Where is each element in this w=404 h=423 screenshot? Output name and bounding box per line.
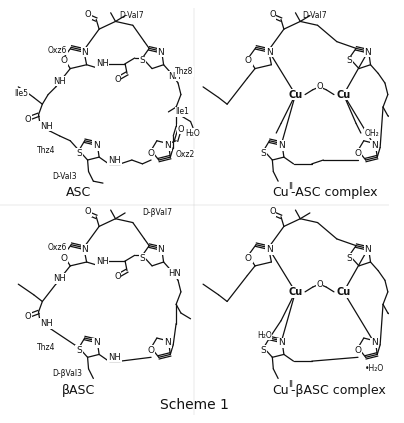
Text: S: S xyxy=(261,149,267,158)
Text: N: N xyxy=(157,245,164,254)
Text: O: O xyxy=(245,254,252,263)
Text: D-Val7: D-Val7 xyxy=(302,11,327,20)
Text: S: S xyxy=(76,346,82,355)
Text: II: II xyxy=(288,182,293,192)
Text: O: O xyxy=(178,125,184,134)
Text: O: O xyxy=(25,312,31,321)
Text: Cu: Cu xyxy=(337,287,351,297)
Text: NH: NH xyxy=(40,319,53,328)
Text: N: N xyxy=(371,338,378,347)
Text: D-Val7: D-Val7 xyxy=(120,11,144,20)
Text: D-Val3: D-Val3 xyxy=(52,172,77,181)
Text: ASC: ASC xyxy=(66,186,92,199)
Text: Cu: Cu xyxy=(273,186,289,199)
Text: H₂O: H₂O xyxy=(257,331,272,340)
Text: N: N xyxy=(81,245,88,254)
Text: Oxz6: Oxz6 xyxy=(48,46,67,55)
Text: NH: NH xyxy=(53,274,66,283)
Text: -βASC complex: -βASC complex xyxy=(290,384,385,396)
Text: Cu: Cu xyxy=(288,90,303,99)
Text: OH₂: OH₂ xyxy=(365,129,379,137)
Text: Ile1: Ile1 xyxy=(175,107,189,116)
Text: O: O xyxy=(84,10,91,19)
Text: •H₂O: •H₂O xyxy=(365,364,384,374)
Text: Oxz2: Oxz2 xyxy=(175,150,194,159)
Text: O: O xyxy=(25,115,31,124)
Text: N: N xyxy=(164,338,171,347)
Text: N: N xyxy=(371,141,378,150)
Text: O: O xyxy=(269,10,276,19)
Text: N: N xyxy=(278,141,284,150)
Text: O: O xyxy=(60,254,67,263)
Text: O: O xyxy=(269,207,276,217)
Text: S: S xyxy=(76,149,82,158)
Text: D-βVal3: D-βVal3 xyxy=(52,369,82,378)
Text: N: N xyxy=(364,245,371,254)
Text: II: II xyxy=(288,380,293,389)
Text: N: N xyxy=(157,48,164,57)
Text: O: O xyxy=(245,56,252,66)
Text: Scheme 1: Scheme 1 xyxy=(160,398,229,412)
Text: NH: NH xyxy=(53,77,66,85)
Text: Oxz6: Oxz6 xyxy=(48,243,67,252)
Text: N: N xyxy=(266,245,273,254)
Text: O: O xyxy=(354,149,362,158)
Text: N: N xyxy=(81,48,88,57)
Text: O: O xyxy=(147,346,155,355)
Text: N: N xyxy=(164,141,171,150)
Text: H₂O: H₂O xyxy=(185,129,200,137)
Text: O: O xyxy=(84,207,91,217)
Text: S: S xyxy=(139,254,145,263)
Text: O: O xyxy=(354,346,362,355)
Text: S: S xyxy=(261,346,267,355)
Text: Thz4: Thz4 xyxy=(37,343,55,352)
Text: N: N xyxy=(93,141,100,150)
Text: Thz8: Thz8 xyxy=(175,67,194,76)
Text: NH: NH xyxy=(108,353,121,362)
Text: Ile5: Ile5 xyxy=(15,89,28,98)
Text: S: S xyxy=(139,56,145,66)
Text: NH: NH xyxy=(40,122,53,131)
Text: N: N xyxy=(278,338,284,347)
Text: D-βVal7: D-βVal7 xyxy=(143,209,173,217)
Text: O: O xyxy=(316,82,323,91)
Text: βASC: βASC xyxy=(62,384,95,396)
Text: S: S xyxy=(347,254,352,263)
Text: NH: NH xyxy=(96,257,108,266)
Text: Cu: Cu xyxy=(288,287,303,297)
Text: O: O xyxy=(316,280,323,288)
Text: O: O xyxy=(60,56,67,66)
Text: N: N xyxy=(266,48,273,57)
Text: Cu: Cu xyxy=(337,90,351,99)
Text: N: N xyxy=(364,48,371,57)
Text: O: O xyxy=(114,75,121,84)
Text: NH: NH xyxy=(168,72,181,81)
Text: Cu: Cu xyxy=(273,384,289,396)
Text: O: O xyxy=(147,149,155,158)
Text: N: N xyxy=(93,338,100,347)
Text: NH: NH xyxy=(96,59,108,68)
Text: -ASC complex: -ASC complex xyxy=(290,186,377,199)
Text: Thz4: Thz4 xyxy=(37,146,55,155)
Text: NH: NH xyxy=(108,156,121,165)
Text: S: S xyxy=(347,56,352,66)
Text: HN: HN xyxy=(168,269,181,278)
Text: O: O xyxy=(114,272,121,281)
